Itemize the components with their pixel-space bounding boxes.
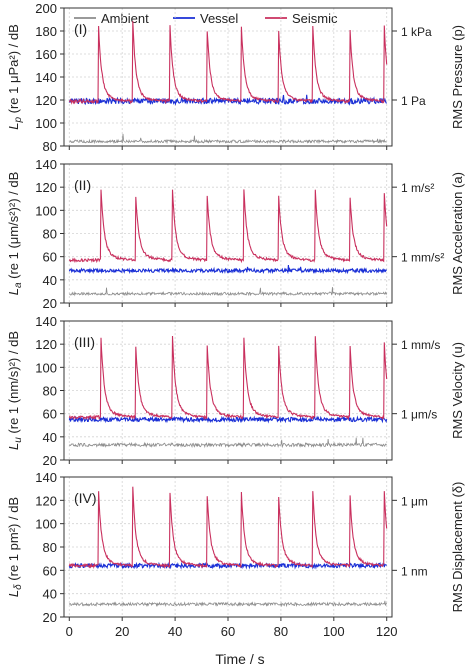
panel-2: 20 40 60 80 100 120 140 1 m/s² 1 mm/s² (II) La (re… [6,157,465,311]
panel-label: (IV) [74,490,97,506]
series-seismic [68,189,388,264]
x-tick-label: 120 [376,624,398,639]
panel-label: (II) [74,177,91,193]
y2-tick-label: 1 kPa [401,25,432,39]
legend-label-ambient: Ambient [101,11,149,26]
y-tick-label: 40 [43,273,57,288]
y-label-rest: (re 1 (nm/s)²) / dB [6,331,21,437]
legend-label-vessel: Vessel [200,11,238,26]
y2-tick-label: 1 m/s² [401,181,434,195]
y-tick-label: 160 [35,47,57,62]
y-tick-label: 120 [35,180,57,195]
series-ambient [68,437,387,449]
y2-tick-label: 1 Pa [401,94,426,108]
y-tick-label: 80 [43,227,57,242]
x-tick-label: 40 [168,624,182,639]
series-seismic [68,20,388,105]
y-axis-label: Lu (re 1 (nm/s)²) / dB [6,331,24,450]
y-tick-label: 140 [35,70,57,85]
series-ambient [68,600,388,608]
y-label-symbol: L [6,443,21,450]
panel-label: (I) [74,21,87,37]
y-tick-label: 100 [35,116,57,131]
x-tick-label: 0 [66,624,73,639]
panel-label: (III) [74,334,95,350]
y-tick-label: 140 [35,157,57,172]
series-ambient [69,287,388,297]
y-label-rest: (re 1 pm²) / dB [6,497,21,584]
y-tick-label: 20 [43,296,57,311]
y-tick-label: 80 [43,540,57,555]
y-tick-label: 60 [43,563,57,578]
y-tick-label: 20 [43,453,57,468]
x-axis-label: Time / s [215,651,264,667]
y-tick-label: 60 [43,407,57,422]
legend: Ambient Vessel Seismic [74,11,338,26]
y-tick-label: 40 [43,587,57,602]
y-tick-label: 80 [43,139,57,154]
panel-4: 20 40 60 80 100 120 140 1 μm 1 nm (IV) Lδ (re 1 pm… [6,470,465,625]
y-label-symbol: L [6,590,21,597]
panel-1: 80 100 120 140 160 180 200 1 kPa 1 Pa (I) Lp (re 1… [6,1,465,154]
series-seismic [68,335,388,421]
y-tick-label: 60 [43,250,57,265]
x-tick-label: 100 [323,624,345,639]
y2-tick-label: 1 μm [401,494,428,508]
y2-tick-label: 1 nm [401,564,428,578]
y2-axis-label: RMS Velocity (u) [450,342,465,439]
y-tick-label: 100 [35,203,57,218]
series-seismic [68,486,388,570]
y-tick-label: 100 [35,360,57,375]
y-tick-label: 140 [35,470,57,485]
y-axis-label: Lδ (re 1 pm²) / dB [6,497,24,597]
y-tick-label: 120 [35,337,57,352]
y-tick-label: 180 [35,24,57,39]
y-label-subscript: a [13,282,24,288]
y2-tick-label: 1 μm/s [401,408,437,422]
y-label-subscript: p [13,117,24,124]
y-tick-label: 80 [43,384,57,399]
legend-label-seismic: Seismic [292,11,338,26]
y-axis-label: Lp (re 1 μPa²) / dB [6,24,24,130]
y-tick-label: 120 [35,93,57,108]
y-label-symbol: L [6,123,21,130]
y-tick-label: 20 [43,610,57,625]
chart-panels: 80 100 120 140 160 180 200 1 kPa 1 Pa (I) Lp (re 1… [6,1,465,625]
y-label-subscript: u [13,437,24,443]
panel-3: 20 40 60 80 100 120 140 1 mm/s 1 μm/s (III) Lu (re… [6,314,465,468]
x-tick-label: 80 [274,624,288,639]
x-tick-label: 20 [115,624,129,639]
y2-axis-label: RMS Displacement (δ) [450,482,465,613]
y2-tick-label: 1 mm/s [401,338,440,352]
y2-tick-label: 1 mm/s² [401,251,444,265]
y2-axis-label: RMS Pressure (p) [450,25,465,129]
y-tick-label: 100 [35,517,57,532]
y-label-subscript: δ [13,584,24,590]
series-vessel [68,415,388,424]
shared-x-axis: Time / s 0 20 40 60 80 100 120 [66,624,398,667]
y-axis-label: La (re 1 (μm/s²)²) / dB [6,172,24,296]
y-tick-label: 40 [43,430,57,445]
y-tick-label: 140 [35,314,57,329]
y-label-rest: (re 1 μPa²) / dB [6,24,21,117]
series-vessel [68,265,388,275]
y-label-symbol: L [6,288,21,295]
x-tick-label: 60 [221,624,235,639]
y-tick-label: 120 [35,493,57,508]
y-label-rest: (re 1 (μm/s²)²) / dB [6,172,21,283]
y2-axis-label: RMS Acceleration (a) [450,172,465,295]
y-tick-label: 200 [35,1,57,16]
series-ambient [69,133,387,145]
